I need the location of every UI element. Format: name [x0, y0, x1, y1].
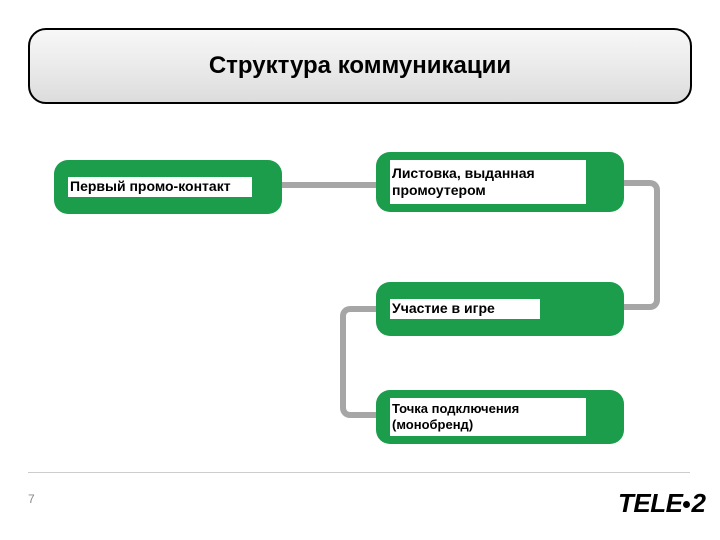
- slide-stage: Структура коммуникации Первый промо-конт…: [0, 0, 720, 540]
- node-label: Точка подключения (монобренд): [390, 398, 586, 436]
- node-connection-point: Точка подключения (монобренд): [376, 390, 624, 444]
- node-first-promo-contact: Первый промо-контакт: [54, 160, 282, 214]
- title-box: Структура коммуникации: [28, 28, 692, 104]
- footer-divider: [28, 472, 690, 473]
- connector-3: [340, 306, 376, 418]
- node-label: Листовка, выданная промоутером: [390, 160, 586, 204]
- connector-1: [282, 182, 376, 188]
- logo-dot-icon: [683, 501, 690, 508]
- logo-text-right: 2: [691, 488, 705, 518]
- logo-text-left: TELE: [618, 488, 682, 518]
- connector-2: [624, 180, 660, 310]
- node-label: Участие в игре: [390, 299, 540, 319]
- node-label: Первый промо-контакт: [68, 177, 252, 197]
- slide-title: Структура коммуникации: [209, 52, 511, 80]
- node-game-participation: Участие в игре: [376, 282, 624, 336]
- node-flyer: Листовка, выданная промоутером: [376, 152, 624, 212]
- page-number: 7: [28, 492, 35, 506]
- logo-tele2: TELE 2: [618, 488, 705, 519]
